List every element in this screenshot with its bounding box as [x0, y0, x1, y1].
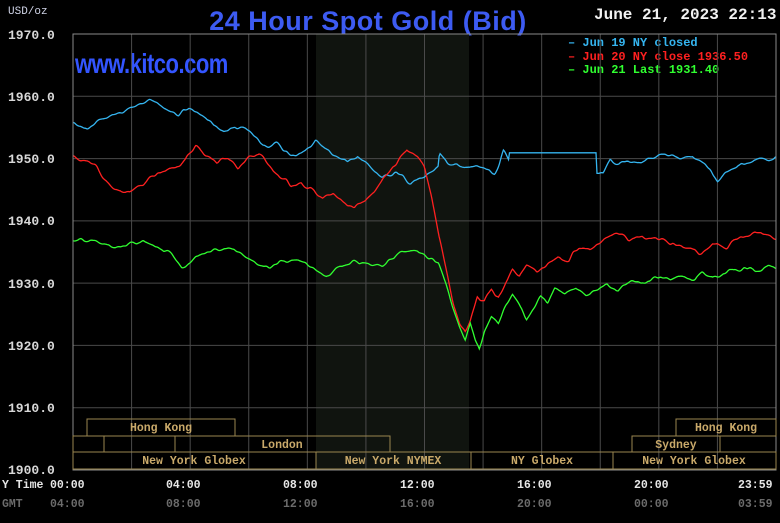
svg-text:Hong Kong: Hong Kong	[130, 422, 192, 435]
svg-text:New York Globex: New York Globex	[642, 455, 746, 468]
svg-text:New York Globex: New York Globex	[142, 455, 246, 468]
svg-text:New York NYMEX: New York NYMEX	[345, 455, 442, 468]
svg-text:Hong Kong: Hong Kong	[695, 422, 757, 435]
svg-text:London: London	[261, 439, 303, 452]
svg-text:Sydney: Sydney	[655, 439, 697, 452]
svg-text:NY Globex: NY Globex	[511, 455, 573, 468]
